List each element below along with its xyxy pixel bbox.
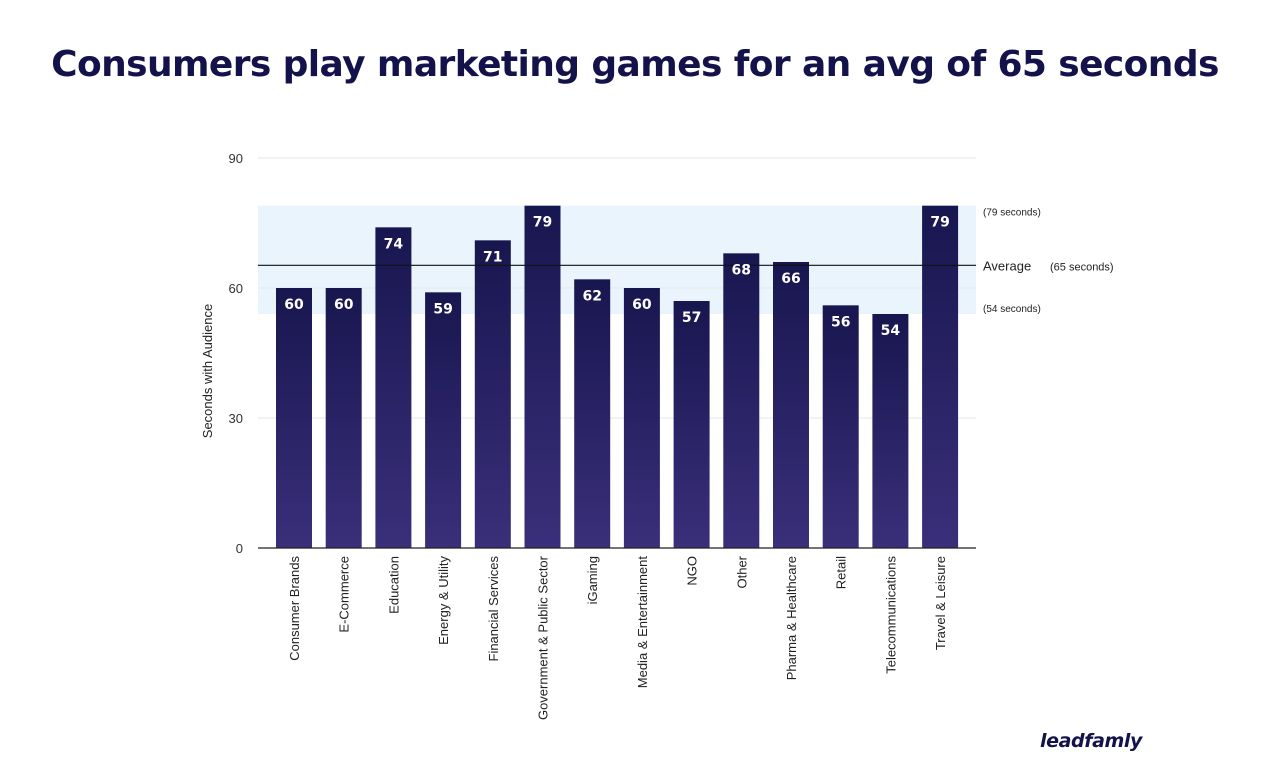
bar [574,279,611,548]
bar-value-label: 79 [533,215,552,231]
band-low-label: (54 seconds) [983,304,1041,315]
brand-logo: leadfamly [1040,730,1143,752]
bar-value-label: 56 [831,314,850,330]
bar [623,288,660,548]
bar [673,301,710,548]
y-axis-label: Seconds with Audience [200,304,215,438]
bar-value-label: 54 [881,323,901,339]
x-tick-label: Energy & Utility [436,556,451,645]
x-tick-label: Travel & Leisure [933,556,948,650]
page-title: Consumers play marketing games for an av… [51,44,1219,85]
x-tick-label: E-Commerce [337,556,352,633]
bar [276,288,312,548]
average-label: Average [983,258,1031,273]
average-value-label: (65 seconds) [1050,261,1114,273]
bar [375,227,412,549]
bar [922,205,959,548]
bar [524,205,561,548]
x-tick-label: Other [734,555,749,588]
x-tick-label: Retail [834,556,849,589]
x-tick-label: Government & Public Sector [536,555,551,720]
y-tick-label: 0 [236,541,243,556]
bar [773,262,809,548]
x-tick-label: Consumer Brands [287,556,302,661]
bar [474,240,511,549]
x-tick-label: iGaming [585,556,600,604]
y-tick-label: 90 [229,151,243,166]
bar-value-label: 60 [284,297,304,313]
x-tick-label: Telecommunications [883,556,898,674]
bar [325,288,362,548]
bar-value-label: 66 [781,271,800,287]
bar [425,292,462,548]
bar-value-label: 62 [582,288,601,304]
bar-value-label: 71 [483,249,502,265]
x-tick-label: NGO [685,556,700,586]
bar-value-label: 60 [334,297,354,313]
band-high-label: (79 seconds) [983,208,1041,219]
y-tick-label: 30 [229,411,243,426]
x-tick-label: Education [386,556,401,614]
x-tick-label: Media & Entertainment [635,556,650,689]
bar-value-label: 59 [433,301,452,317]
y-tick-label: 60 [229,281,243,296]
bar-value-label: 79 [930,215,949,231]
bar [723,253,760,549]
bar-value-label: 68 [732,262,751,278]
range-band [258,205,976,314]
bar-value-label: 57 [682,310,701,326]
bar-value-label: 74 [384,236,404,252]
x-tick-label: Financial Services [486,556,501,662]
x-tick-label: Pharma & Healthcare [784,556,799,680]
bar [822,305,859,548]
bar [872,314,909,548]
bar-value-label: 60 [632,297,652,313]
